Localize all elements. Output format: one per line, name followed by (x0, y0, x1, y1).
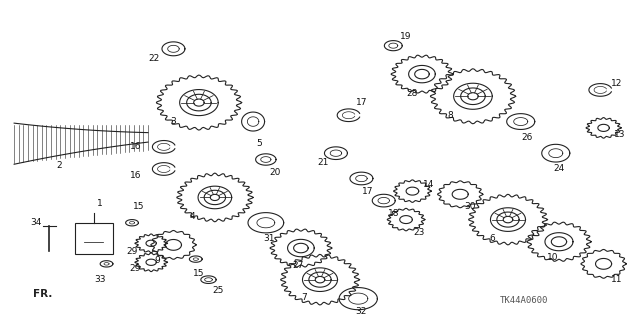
Text: 11: 11 (611, 275, 622, 284)
Text: TK44A0600: TK44A0600 (500, 296, 548, 305)
Text: 5: 5 (257, 139, 262, 148)
Text: 6: 6 (489, 234, 495, 243)
Text: 26: 26 (522, 133, 532, 142)
Text: 21: 21 (317, 158, 329, 167)
Text: 7: 7 (301, 293, 307, 301)
Text: 32: 32 (356, 307, 367, 316)
Text: 9: 9 (155, 256, 161, 265)
Text: 16: 16 (129, 171, 141, 180)
Text: 30: 30 (464, 203, 476, 211)
Text: 16: 16 (129, 142, 141, 151)
Text: 15: 15 (132, 203, 144, 211)
Text: 34: 34 (31, 218, 42, 227)
Text: 14: 14 (422, 180, 434, 189)
Text: 1: 1 (97, 199, 103, 208)
Text: FR.: FR. (33, 289, 52, 299)
Text: 28: 28 (406, 89, 418, 98)
Text: 10: 10 (547, 253, 558, 262)
Text: 17: 17 (356, 98, 367, 107)
Text: 27: 27 (292, 261, 303, 270)
Text: 29: 29 (126, 247, 138, 256)
Text: 33: 33 (95, 275, 106, 284)
Text: 8: 8 (448, 111, 454, 120)
Text: 3: 3 (171, 117, 176, 126)
Text: 18: 18 (388, 209, 399, 218)
Text: 20: 20 (269, 168, 281, 177)
Text: 22: 22 (148, 54, 160, 63)
Text: 25: 25 (212, 286, 224, 295)
Text: 12: 12 (611, 79, 622, 88)
Text: 24: 24 (554, 165, 564, 174)
Text: 31: 31 (263, 234, 275, 243)
Text: 15: 15 (193, 269, 205, 278)
Text: 29: 29 (129, 264, 141, 273)
Text: 2: 2 (56, 161, 61, 170)
Text: 19: 19 (400, 32, 412, 41)
Text: 17: 17 (362, 187, 374, 196)
Text: 4: 4 (189, 212, 195, 221)
Text: 13: 13 (614, 130, 625, 139)
Text: 23: 23 (413, 228, 424, 237)
